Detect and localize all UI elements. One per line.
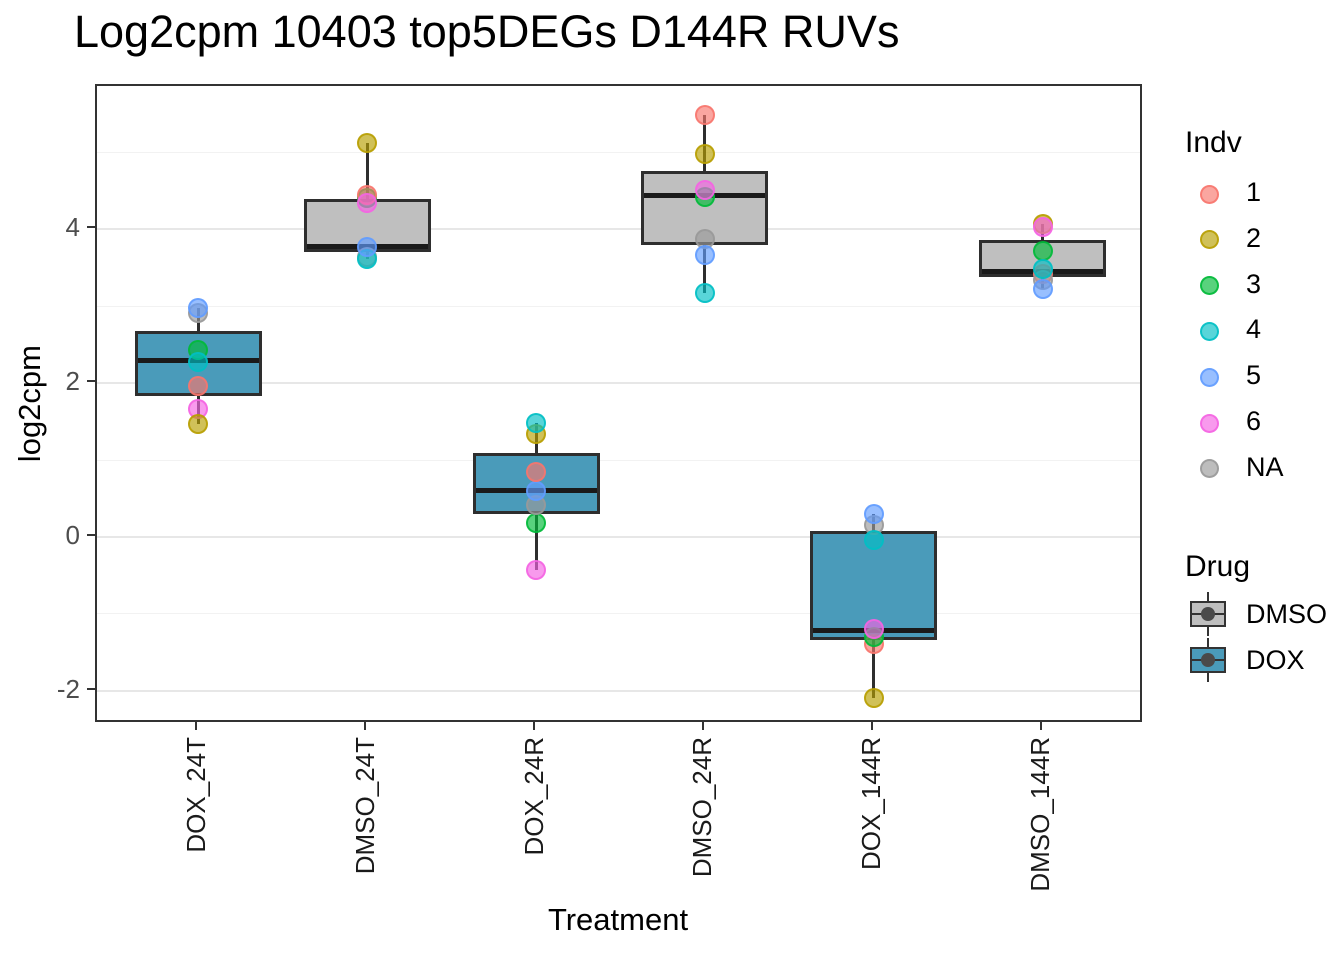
- x-tick-label: DMSO_24R: [687, 737, 718, 878]
- data-point-indv-5: [863, 503, 884, 524]
- key-dot-icon: [1201, 607, 1215, 621]
- boxplot-upper-whisker: [365, 142, 369, 200]
- x-axis-tick: [870, 722, 873, 730]
- data-point-indv-2: [188, 413, 209, 434]
- gridline-minor: [97, 459, 1140, 461]
- x-tick-label: DOX_24T: [180, 737, 211, 853]
- legend-indv-label: 1: [1246, 177, 1262, 207]
- y-tick-label: -2: [56, 673, 80, 704]
- legend-indv-dot-icon: [1200, 367, 1219, 387]
- legend-title-drug: Drug: [1185, 550, 1251, 583]
- legend-drug-label: DOX: [1246, 645, 1305, 675]
- y-axis-tick: [87, 687, 95, 690]
- x-tick-label: DMSO_144R: [1025, 737, 1056, 892]
- boxplot-lower-whisker: [872, 640, 876, 698]
- data-point-indv-6: [526, 560, 547, 581]
- data-point-indv-1: [526, 462, 547, 483]
- legend-indv-dot-icon: [1200, 276, 1219, 296]
- chart-title: Log2cpm 10403 top5DEGs D144R RUVs: [74, 6, 900, 57]
- boxplot-upper-whisker: [703, 115, 707, 172]
- boxplot-lower-whisker: [534, 513, 538, 571]
- legend-indv-dot-icon: [1200, 321, 1219, 341]
- legend-indv-dot-icon: [1200, 413, 1219, 433]
- data-point-indv-5: [188, 298, 209, 319]
- gridline-minor: [97, 305, 1140, 307]
- x-axis-tick: [533, 722, 536, 730]
- x-axis-title: Treatment: [547, 902, 689, 937]
- legend-indv-label: 3: [1246, 268, 1262, 299]
- gridline-minor: [97, 151, 1140, 153]
- gridline-major: [97, 535, 1140, 538]
- data-point-indv-4: [188, 352, 209, 373]
- legend-indv-label: 6: [1246, 406, 1262, 436]
- data-point-indv-5: [694, 244, 715, 265]
- y-tick-label: 4: [65, 212, 80, 243]
- data-point-indv-1: [188, 376, 209, 397]
- data-point-indv-5: [357, 236, 378, 257]
- x-tick-label: DMSO_24T: [349, 737, 380, 875]
- legend-indv-label: NA: [1246, 451, 1284, 482]
- x-tick-label: DOX_24R: [518, 737, 549, 856]
- data-point-indv-2: [863, 687, 884, 708]
- y-axis-tick: [87, 226, 95, 229]
- x-tick-label: DOX_144R: [856, 737, 887, 870]
- legend-drug-label: DMSO: [1246, 599, 1327, 629]
- key-dot-icon: [1201, 653, 1215, 667]
- legend-indv-dot-icon: [1200, 230, 1219, 250]
- data-point-indv-6: [863, 618, 884, 639]
- x-axis-tick: [364, 722, 367, 730]
- gridline-major: [97, 382, 1140, 385]
- gridline-major: [97, 228, 1140, 231]
- y-tick-label: 0: [65, 519, 80, 550]
- legend-drug-key-boxplot-icon: [1186, 592, 1230, 636]
- legend-indv-dot-icon: [1200, 459, 1219, 479]
- plot-panel: [95, 84, 1142, 722]
- data-point-indv-1: [694, 105, 715, 126]
- data-point-indv-6: [357, 192, 378, 213]
- x-axis-tick: [195, 722, 198, 730]
- legend-indv-label: 2: [1246, 222, 1262, 253]
- data-point-indv-2: [694, 144, 715, 165]
- gridline-major: [97, 689, 1140, 692]
- x-axis-tick: [701, 722, 704, 730]
- x-axis-tick: [1039, 722, 1042, 730]
- boxplot-lower-whisker: [703, 245, 707, 293]
- data-point-indv-5: [1032, 279, 1053, 300]
- data-point-indv-4: [1032, 259, 1053, 280]
- data-point-indv-4: [526, 413, 547, 434]
- data-point-indv-3: [526, 513, 547, 534]
- gridline-minor: [97, 613, 1140, 615]
- data-point-indv-6: [694, 179, 715, 200]
- data-point-indv-2: [357, 132, 378, 153]
- y-axis-tick: [87, 533, 95, 536]
- legend-drug-key-boxplot-icon: [1186, 638, 1230, 682]
- data-point-indv-4: [863, 530, 884, 551]
- data-point-indv-3: [1032, 240, 1053, 261]
- legend-indv-label: 5: [1246, 360, 1262, 391]
- legend-title-indv: Indv: [1185, 126, 1242, 159]
- data-point-indv-6: [1032, 216, 1053, 237]
- legend-indv-label: 4: [1246, 314, 1262, 345]
- y-axis-title: log2cpm: [12, 344, 47, 462]
- y-axis-tick: [87, 380, 95, 383]
- data-point-indv-5: [526, 480, 547, 501]
- y-tick-label: 2: [65, 366, 80, 397]
- legend-indv-dot-icon: [1200, 184, 1219, 204]
- data-point-indv-4: [694, 283, 715, 304]
